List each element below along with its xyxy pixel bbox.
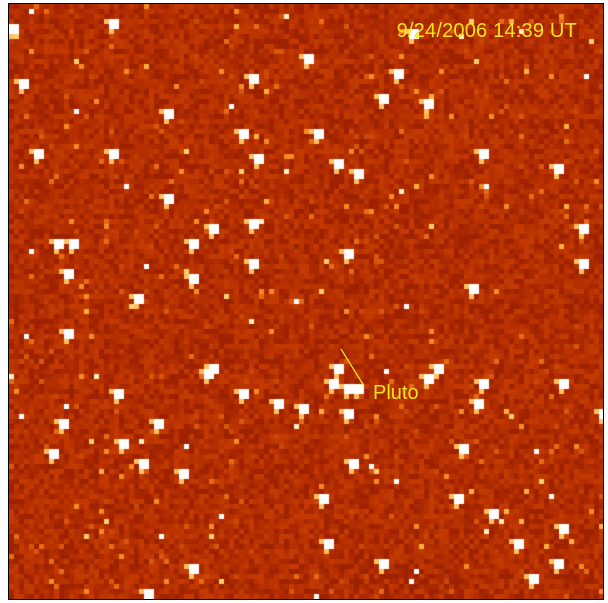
star-field-canvas (9, 4, 603, 599)
star-field-image: 9/24/2006 14:39 UT Pluto (8, 3, 604, 600)
timestamp-label: 9/24/2006 14:39 UT (396, 20, 577, 42)
pluto-label: Pluto (373, 382, 419, 404)
